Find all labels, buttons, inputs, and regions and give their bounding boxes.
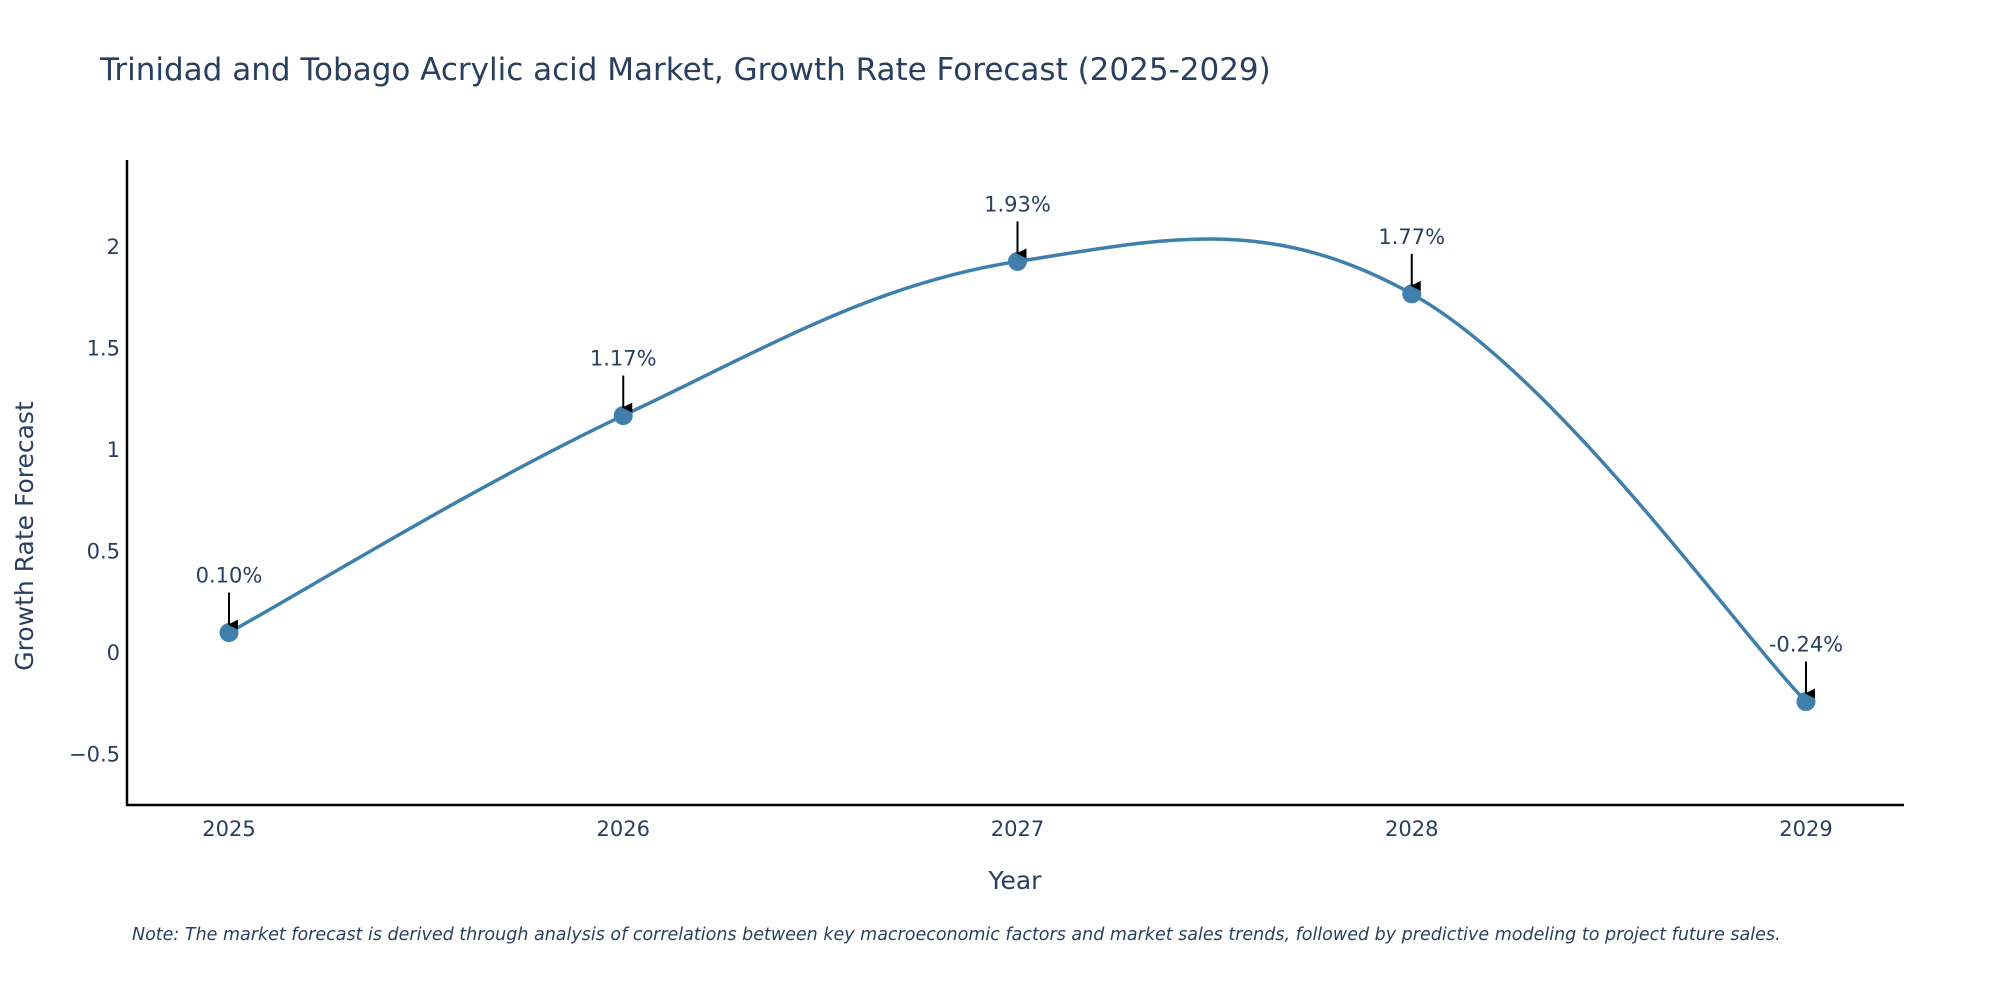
x-tick-label: 2027 (991, 817, 1044, 841)
x-tick-label: 2025 (202, 817, 255, 841)
data-label: 0.10% (196, 564, 263, 588)
series-line (228, 237, 1808, 703)
data-point-2029 (1796, 692, 1816, 712)
data-label: 1.77% (1378, 225, 1445, 249)
data-annotations: 0.10% 1.17% 1.93% 1.77% -0.24% (196, 192, 1843, 699)
chart-title: Trinidad and Tobago Acrylic acid Market,… (99, 52, 1271, 88)
y-tick-label: 0 (107, 641, 120, 665)
data-point-2026 (613, 406, 633, 426)
data-point-2027 (1008, 251, 1027, 271)
y-tick-label: −0.5 (69, 742, 120, 766)
x-tick-label: 2029 (1779, 817, 1832, 841)
y-tick-label: 1.5 (87, 337, 120, 361)
x-axis-title: Year (988, 866, 1043, 895)
y-tick-label: 0.5 (87, 539, 120, 563)
data-point-2028 (1402, 284, 1422, 304)
x-tick-labels: 2025 2026 2027 2028 2029 (202, 817, 1832, 841)
data-label: 1.17% (590, 347, 657, 371)
x-tick-label: 2026 (597, 817, 650, 841)
data-label: -0.24% (1769, 633, 1843, 657)
data-markers (219, 251, 1816, 712)
y-tick-label: 2 (107, 235, 120, 259)
axes (125, 160, 1904, 807)
y-axis-title: Growth Rate Forecast (10, 401, 39, 671)
data-point-2025 (219, 623, 239, 643)
x-tick-label: 2028 (1385, 817, 1438, 841)
chart-note: Note: The market forecast is derived thr… (132, 925, 1781, 945)
data-label: 1.93% (984, 192, 1051, 216)
y-tick-labels: −0.5 0 0.5 1 1.5 2 (69, 235, 120, 766)
y-tick-label: 1 (107, 438, 120, 462)
